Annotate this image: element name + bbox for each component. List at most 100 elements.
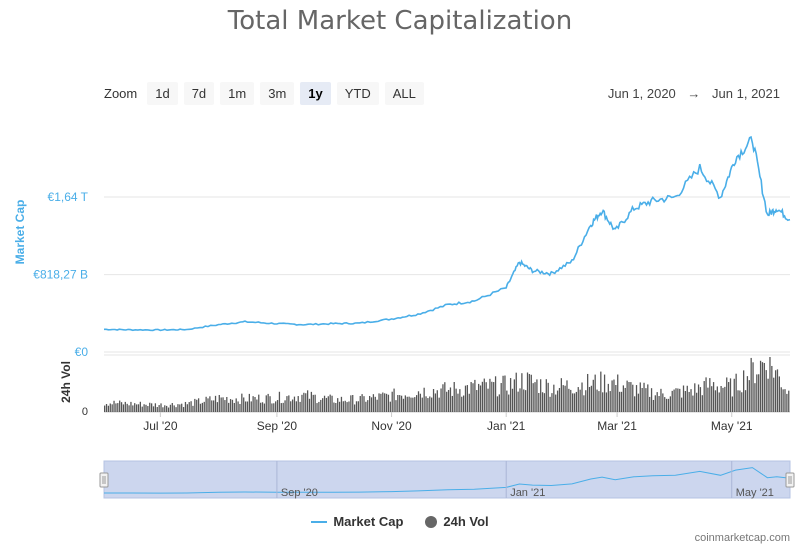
volume-bar[interactable] — [107, 405, 110, 412]
volume-bar[interactable] — [613, 379, 615, 412]
volume-bar[interactable] — [201, 402, 204, 412]
volume-bar[interactable] — [658, 396, 660, 412]
volume-bar[interactable] — [438, 397, 440, 412]
volume-bar[interactable] — [746, 376, 749, 412]
volume-bar[interactable] — [160, 403, 162, 412]
volume-bar[interactable] — [686, 385, 688, 412]
volume-bar[interactable] — [603, 374, 606, 412]
volume-bar[interactable] — [286, 396, 288, 412]
zoom-7d-button[interactable]: 7d — [183, 82, 215, 105]
volume-bar[interactable] — [694, 383, 696, 412]
volume-bar[interactable] — [786, 393, 788, 412]
volume-bar[interactable] — [325, 397, 328, 412]
volume-bar[interactable] — [139, 401, 141, 412]
volume-bar[interactable] — [222, 397, 224, 412]
volume-bar[interactable] — [571, 393, 574, 412]
volume-bar[interactable] — [626, 380, 628, 412]
zoom-ytd-button[interactable]: YTD — [336, 82, 379, 105]
volume-bar[interactable] — [320, 399, 322, 412]
volume-bar[interactable] — [754, 383, 756, 412]
volume-bar[interactable] — [346, 402, 348, 412]
volume-bar[interactable] — [431, 397, 433, 412]
volume-bar[interactable] — [541, 392, 544, 412]
volume-bar[interactable] — [143, 404, 145, 412]
volume-bar[interactable] — [632, 384, 634, 412]
volume-bar[interactable] — [130, 401, 132, 412]
volume-bar[interactable] — [784, 389, 786, 412]
volume-bar[interactable] — [709, 378, 711, 412]
volume-bar[interactable] — [340, 396, 343, 412]
volume-bar[interactable] — [171, 403, 173, 412]
navigator-right-handle[interactable] — [785, 472, 795, 488]
volume-bar[interactable] — [662, 393, 664, 412]
volume-bar[interactable] — [382, 392, 384, 412]
volume-bar[interactable] — [624, 387, 626, 412]
zoom-1y-button[interactable]: 1y — [300, 82, 331, 105]
legend-volume[interactable]: 24h Vol — [425, 514, 489, 529]
volume-bar[interactable] — [211, 400, 213, 412]
legend-market-cap[interactable]: Market Cap — [311, 514, 403, 529]
volume-bar[interactable] — [788, 390, 790, 412]
volume-bar[interactable] — [181, 403, 183, 412]
volume-bar[interactable] — [267, 393, 269, 412]
volume-bar[interactable] — [122, 404, 125, 412]
volume-bar[interactable] — [538, 393, 540, 412]
volume-bar[interactable] — [665, 398, 668, 412]
zoom-all-button[interactable]: ALL — [384, 82, 424, 105]
volume-bar[interactable] — [449, 387, 452, 412]
volume-bar[interactable] — [134, 403, 136, 412]
volume-bar[interactable] — [487, 388, 489, 412]
volume-bar[interactable] — [615, 385, 617, 412]
volume-bar[interactable] — [515, 372, 517, 412]
volume-bar[interactable] — [376, 399, 378, 412]
volume-bar[interactable] — [496, 396, 499, 412]
volume-bar[interactable] — [656, 392, 658, 412]
volume-bar[interactable] — [476, 390, 478, 412]
volume-bar[interactable] — [521, 373, 523, 412]
volume-bar[interactable] — [780, 387, 782, 412]
volume-bar[interactable] — [457, 393, 459, 412]
volume-bar[interactable] — [568, 388, 570, 412]
volume-bar[interactable] — [525, 390, 527, 412]
volume-bar[interactable] — [493, 382, 495, 412]
volume-bar[interactable] — [385, 393, 388, 412]
volume-bar[interactable] — [177, 404, 179, 412]
volume-bar[interactable] — [545, 379, 547, 412]
volume-bar[interactable] — [472, 383, 474, 412]
volume-bar[interactable] — [696, 392, 698, 412]
volume-bar[interactable] — [722, 387, 724, 412]
volume-bar[interactable] — [370, 397, 373, 412]
volume-bar[interactable] — [763, 362, 765, 412]
volume-bar[interactable] — [498, 394, 500, 412]
volume-bar[interactable] — [291, 399, 294, 412]
volume-bar[interactable] — [119, 400, 121, 412]
volume-bar[interactable] — [528, 374, 531, 412]
volume-bar[interactable] — [331, 395, 333, 412]
volume-bar[interactable] — [592, 379, 594, 412]
volume-bar[interactable] — [427, 398, 429, 412]
volume-bar[interactable] — [162, 407, 164, 412]
volume-bar[interactable] — [301, 394, 303, 412]
zoom-3m-button[interactable]: 3m — [260, 82, 295, 105]
volume-bar[interactable] — [429, 396, 431, 412]
volume-bar[interactable] — [246, 401, 249, 412]
volume-bar[interactable] — [555, 394, 557, 412]
volume-bar[interactable] — [391, 391, 393, 412]
volume-bar[interactable] — [135, 404, 138, 412]
volume-bar[interactable] — [731, 396, 734, 412]
volume-bar[interactable] — [156, 407, 158, 412]
volume-bar[interactable] — [414, 397, 416, 412]
volume-bar[interactable] — [447, 389, 450, 412]
volume-bar[interactable] — [126, 403, 128, 412]
volume-bar[interactable] — [549, 396, 551, 412]
volume-bar[interactable] — [558, 387, 561, 412]
volume-bar[interactable] — [455, 388, 457, 412]
volume-bar[interactable] — [575, 391, 578, 412]
volume-bar[interactable] — [733, 378, 735, 412]
volume-bar[interactable] — [440, 388, 442, 412]
volume-bar[interactable] — [620, 391, 623, 412]
volume-bar[interactable] — [697, 384, 700, 412]
volume-bar[interactable] — [132, 405, 134, 412]
volume-bar[interactable] — [688, 391, 690, 412]
volume-bar[interactable] — [243, 397, 245, 412]
